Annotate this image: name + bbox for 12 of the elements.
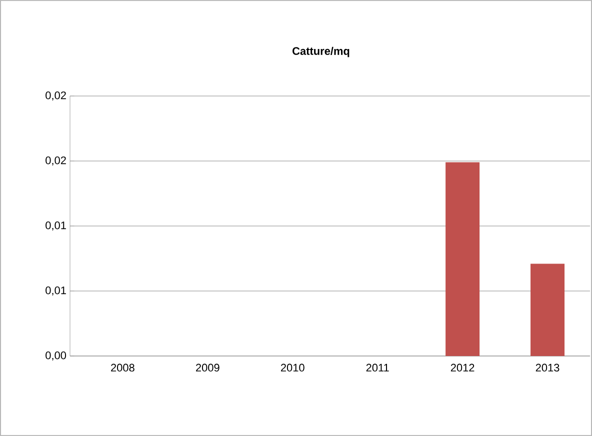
x-tick-label: 2008 [111,364,134,372]
x-tick-label: 2012 [450,364,474,372]
x-tick-label: 2011 [366,364,389,372]
y-tick-label: 0,00 [46,351,66,361]
y-tick-label: 0,01 [46,221,66,231]
x-tick-label: 2009 [196,364,220,372]
y-tick-label: 0,02 [46,91,66,101]
x-tick-label: 2010 [280,364,304,372]
y-tick-label: 0,01 [46,286,66,296]
y-tick-label: 0,02 [46,156,66,166]
x-tick-label: 2013 [536,364,560,372]
chart-title: Catture/mq [292,46,350,58]
